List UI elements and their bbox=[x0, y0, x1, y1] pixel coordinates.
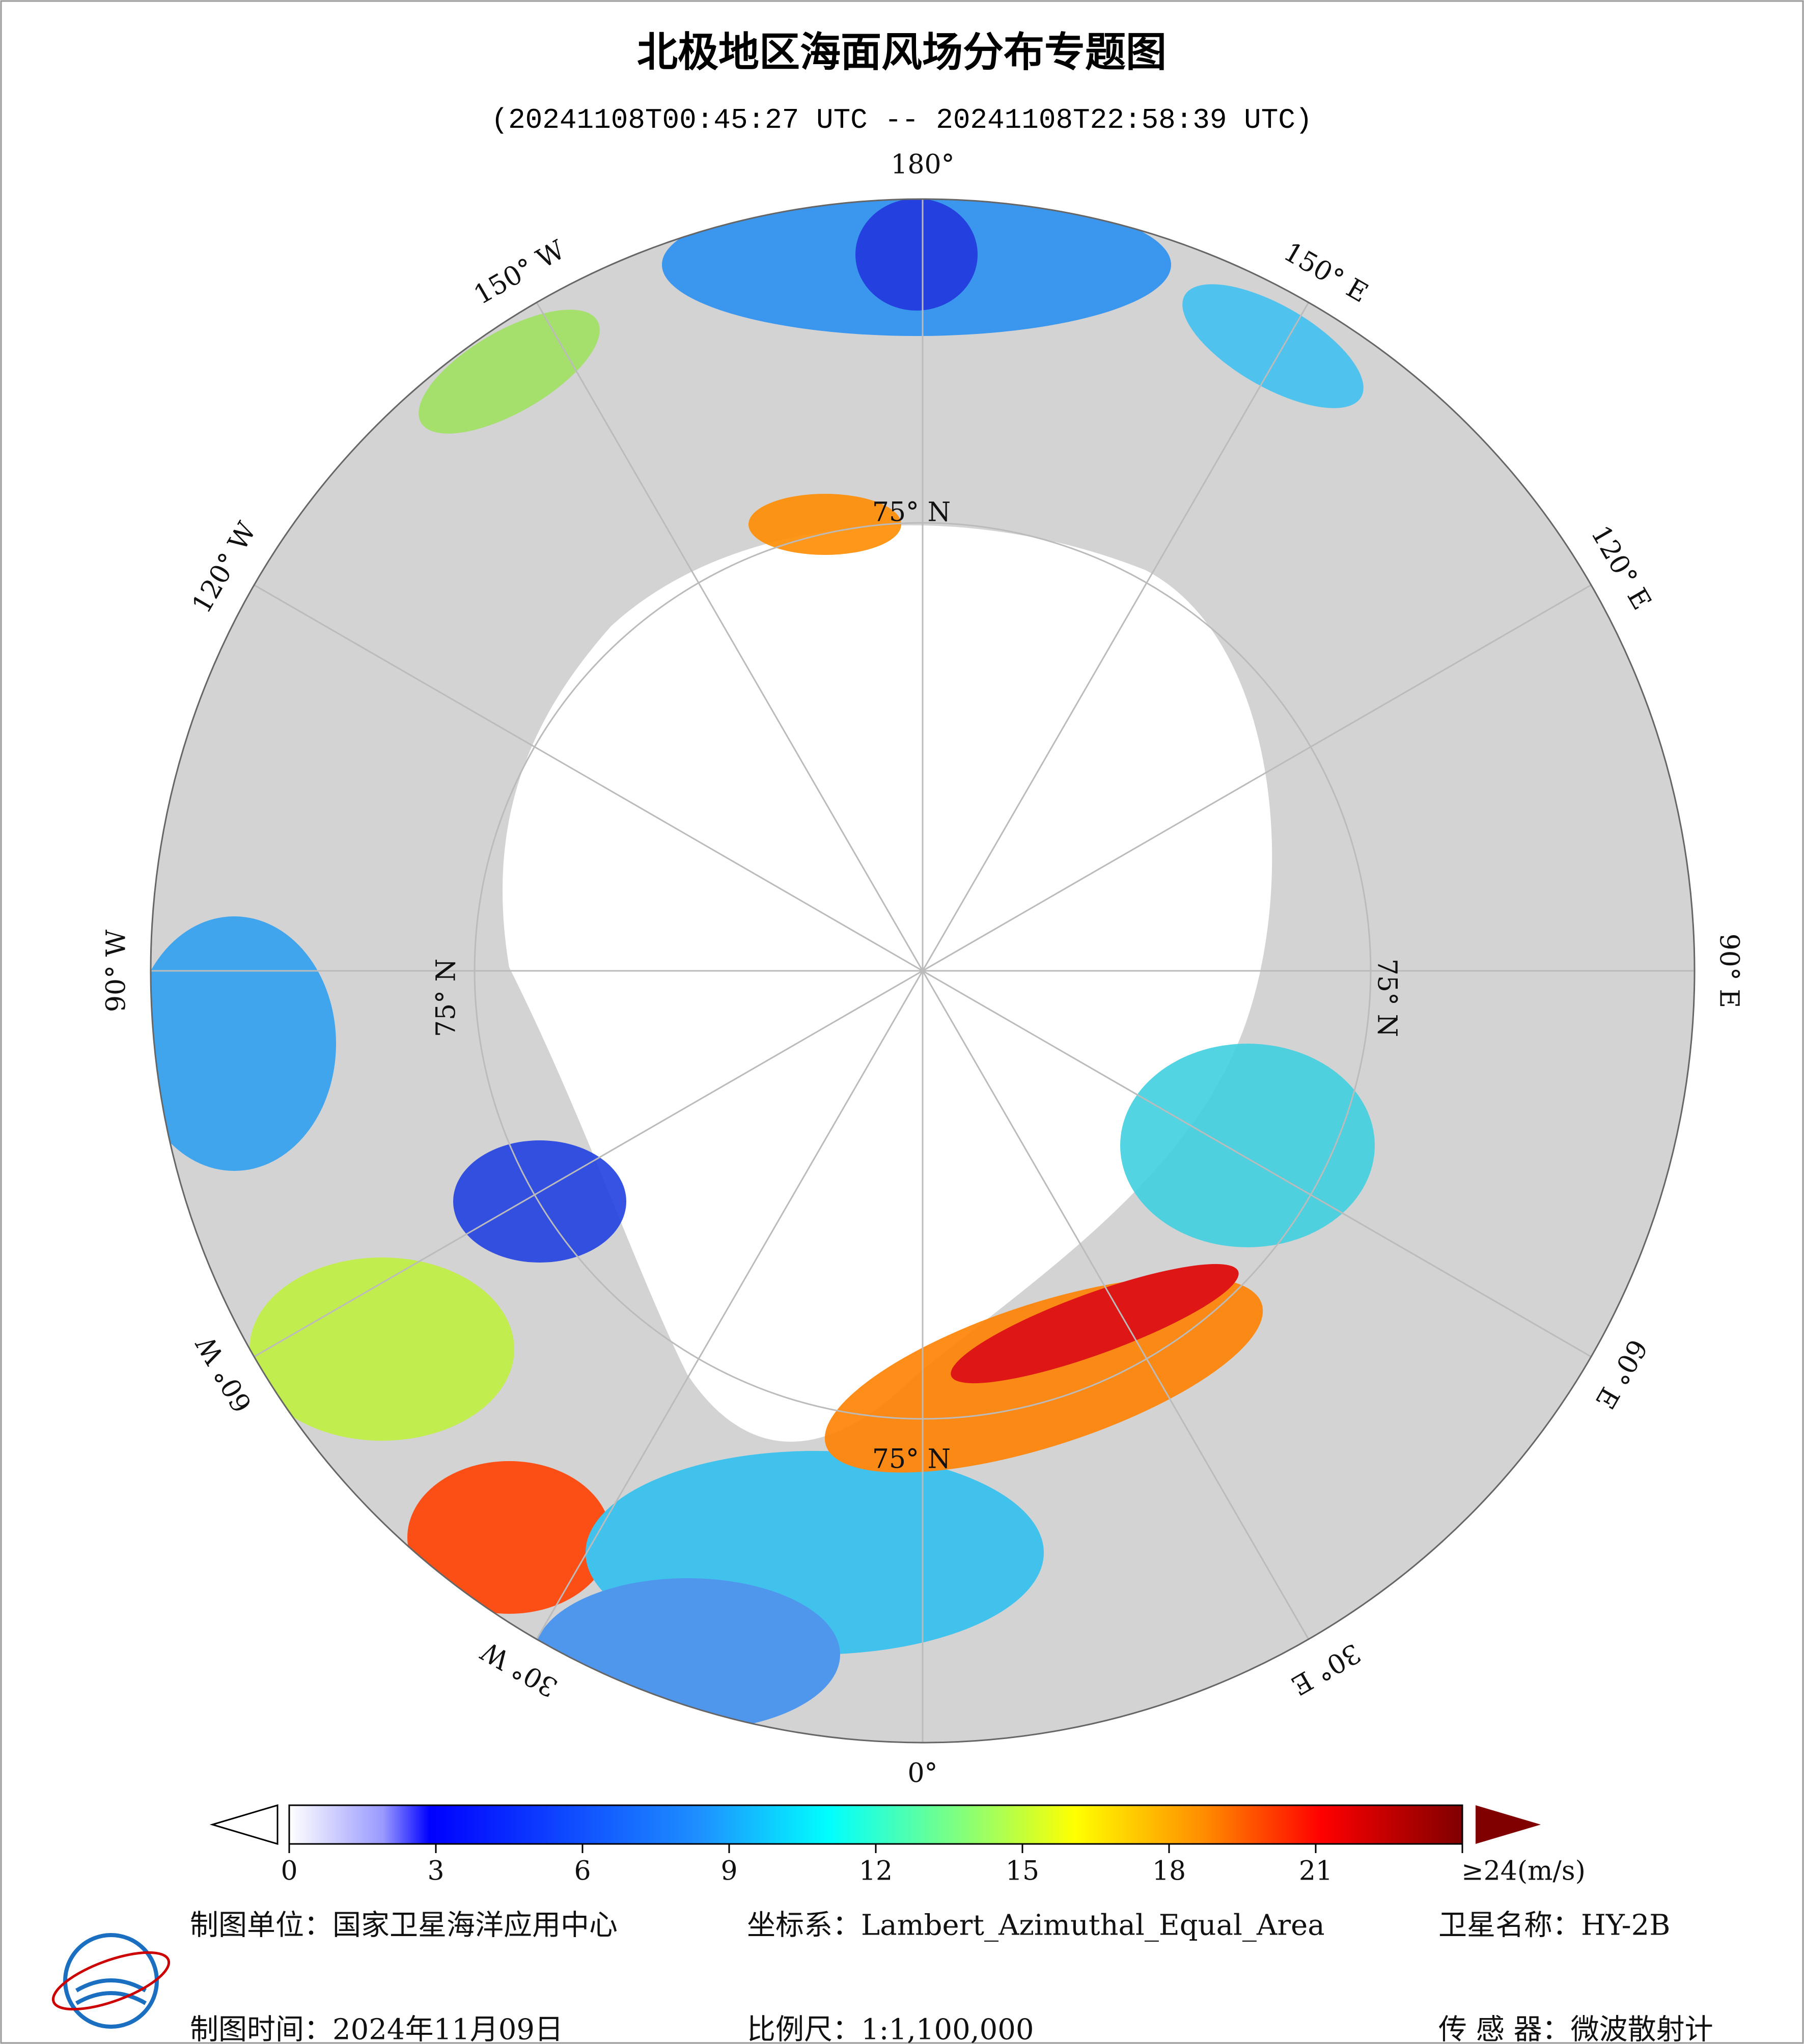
latitude-label: 75° N bbox=[1372, 959, 1402, 1037]
logo bbox=[51, 1933, 171, 2029]
latitude-label: 75° N bbox=[431, 959, 462, 1037]
wind-field bbox=[151, 199, 1375, 1731]
colorbar-tick-label: ≥24(m/s) bbox=[1461, 1856, 1586, 1887]
map-border bbox=[150, 198, 1696, 1744]
colorbar-bar bbox=[288, 1804, 1463, 1845]
sensor: 传 感 器：微波散射计 bbox=[1438, 2013, 1713, 2044]
longitude-label: 60° E bbox=[1589, 1334, 1653, 1414]
colorbar-tick-label: 12 bbox=[859, 1856, 893, 1887]
graticule bbox=[151, 199, 1695, 1743]
colorbar: 0 3 6 9 12 15 18 21 ≥24(m/s) bbox=[209, 1804, 1586, 1887]
colorbar-tick-label: 18 bbox=[1152, 1856, 1186, 1887]
colorbar-tick-label: 21 bbox=[1299, 1856, 1333, 1887]
longitude-label: 30° E bbox=[1286, 1637, 1366, 1701]
colorbar-tick-label: 3 bbox=[427, 1856, 444, 1887]
date: 制图时间：2024年11月09日 bbox=[190, 2013, 563, 2044]
sea-ice bbox=[502, 525, 1272, 1442]
latitude-labels: 75° N 75° N 75° N 75° N bbox=[431, 497, 1402, 1475]
map bbox=[151, 199, 1695, 1743]
colorbar-min-arrow bbox=[209, 1804, 279, 1845]
latitude-label: 75° N bbox=[872, 497, 951, 528]
coordinate-system: 坐标系：Lambert_Azimuthal_Equal_Area bbox=[747, 1909, 1325, 1942]
colorbar-tick-label: 15 bbox=[1006, 1856, 1039, 1887]
longitude-label: 0° bbox=[907, 1758, 937, 1789]
latitude-label: 75° N bbox=[872, 1444, 951, 1475]
longitude-label: 90° W bbox=[101, 929, 132, 1012]
subtitle: (20241108T00:45:27 UTC -- 20241108T22:58… bbox=[491, 104, 1312, 136]
longitude-label: 180° bbox=[891, 150, 954, 180]
colorbar-tick-label: 0 bbox=[281, 1856, 297, 1887]
colorbar-tick-label: 6 bbox=[574, 1856, 591, 1887]
producer: 制图单位：国家卫星海洋应用中心 bbox=[190, 1909, 618, 1942]
colorbar-tick-label: 9 bbox=[720, 1856, 737, 1887]
longitude-label: 90° E bbox=[1714, 934, 1744, 1009]
colorbar-max-arrow bbox=[1476, 1805, 1541, 1844]
satellite: 卫星名称：HY-2B bbox=[1438, 1909, 1670, 1942]
scale: 比例尺：1:1,100,000 bbox=[747, 2013, 1034, 2044]
title: 北极地区海面风场分布专题图 bbox=[637, 29, 1167, 76]
